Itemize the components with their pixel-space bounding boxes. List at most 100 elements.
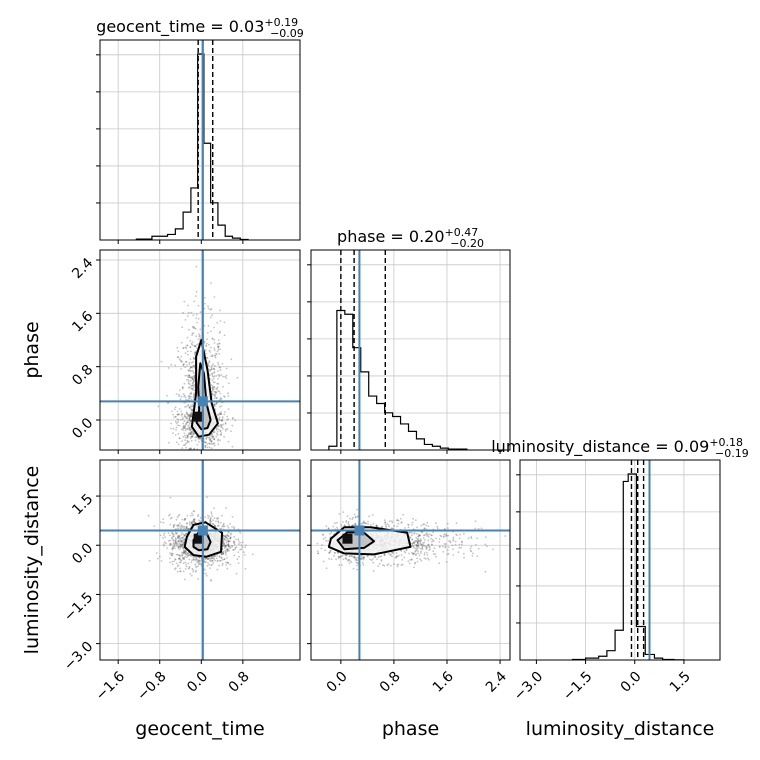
- sample-point: [187, 382, 190, 385]
- sample-point: [375, 525, 378, 528]
- sample-point: [193, 518, 196, 521]
- sample-point: [426, 553, 429, 556]
- sample-point: [196, 561, 199, 564]
- sample-point: [387, 524, 390, 526]
- sample-point: [415, 540, 418, 542]
- sample-point: [180, 360, 183, 363]
- sample-point: [181, 554, 184, 557]
- sample-point: [219, 320, 222, 322]
- sample-point: [192, 433, 195, 436]
- sample-point: [344, 554, 347, 557]
- sample-point: [197, 562, 200, 565]
- sample-point: [185, 532, 187, 535]
- sample-point: [182, 422, 185, 425]
- sample-point: [162, 521, 165, 524]
- sample-point: [213, 438, 216, 440]
- x-tick-label-phase: 1.6: [430, 669, 457, 696]
- sample-point: [197, 578, 200, 580]
- sample-point: [207, 305, 210, 308]
- sample-point: [222, 558, 224, 561]
- panel-body: [100, 460, 300, 660]
- sample-point: [190, 361, 193, 364]
- sample-point: [423, 527, 426, 530]
- sample-point: [413, 552, 415, 555]
- sample-point: [416, 526, 418, 529]
- sample-point: [220, 425, 222, 428]
- sample-point: [191, 334, 194, 337]
- sample-point: [221, 514, 223, 517]
- sample-point: [456, 534, 458, 537]
- sample-point: [185, 428, 188, 430]
- sample-point: [197, 560, 200, 562]
- sample-point: [459, 533, 461, 536]
- sample-point: [411, 538, 414, 541]
- sample-point: [188, 328, 190, 331]
- sample-point: [186, 421, 189, 424]
- sample-point: [179, 540, 182, 543]
- sample-point: [223, 321, 226, 324]
- sample-point: [192, 520, 195, 522]
- sample-point: [166, 394, 168, 397]
- sample-point: [231, 545, 233, 547]
- sample-point: [191, 409, 194, 412]
- sample-point: [198, 335, 201, 338]
- sample-point: [214, 364, 216, 367]
- sample-point: [426, 546, 428, 549]
- sample-point: [207, 514, 209, 517]
- sample-point: [224, 535, 227, 538]
- sample-point: [239, 548, 242, 551]
- sample-point: [215, 387, 218, 390]
- sample-point: [189, 428, 192, 431]
- sample-point: [205, 437, 208, 440]
- sample-point: [212, 430, 215, 433]
- sample-point: [210, 440, 213, 442]
- sample-point: [177, 535, 179, 537]
- sample-point: [176, 543, 179, 545]
- sample-point: [418, 534, 421, 537]
- sample-point: [190, 311, 193, 314]
- sample-point: [176, 541, 179, 544]
- sample-point: [203, 341, 206, 343]
- sample-point: [173, 560, 176, 563]
- sample-point: [168, 514, 170, 517]
- sample-point: [416, 544, 419, 547]
- sample-point: [204, 446, 207, 449]
- sample-point: [197, 515, 199, 518]
- sample-point: [212, 435, 215, 438]
- sample-point: [192, 398, 195, 401]
- sample-point: [190, 398, 193, 401]
- sample-point: [227, 392, 230, 395]
- sample-point: [196, 343, 198, 346]
- sample-point: [204, 569, 207, 571]
- sample-point: [181, 553, 184, 555]
- sample-point: [193, 380, 196, 383]
- sample-point: [197, 438, 200, 440]
- sample-point: [191, 522, 193, 525]
- sample-point: [171, 552, 173, 555]
- sample-point: [321, 544, 323, 546]
- sample-point: [188, 376, 190, 379]
- sample-point: [219, 348, 221, 351]
- sample-point: [217, 339, 220, 341]
- sample-point: [480, 527, 483, 530]
- sample-point: [226, 456, 228, 458]
- sample-point: [190, 431, 193, 434]
- sample-point: [208, 349, 211, 352]
- sample-point: [195, 436, 198, 439]
- sample-point: [218, 416, 221, 419]
- sample-point: [212, 377, 215, 380]
- sample-point: [175, 429, 177, 431]
- sample-point: [444, 535, 447, 537]
- sample-point: [335, 558, 337, 561]
- sample-point: [223, 543, 226, 546]
- sample-point: [192, 432, 195, 435]
- sample-point: [225, 554, 227, 556]
- diag-panel-luminosity_distance: luminosity_distance = 0.09+0.18 −0.19: [491, 436, 749, 664]
- sample-point: [222, 552, 224, 555]
- sample-point: [221, 551, 224, 554]
- sample-point: [321, 533, 324, 536]
- sample-point: [217, 363, 220, 366]
- sample-point: [211, 373, 214, 375]
- sample-point: [180, 545, 183, 547]
- sample-point: [171, 546, 174, 549]
